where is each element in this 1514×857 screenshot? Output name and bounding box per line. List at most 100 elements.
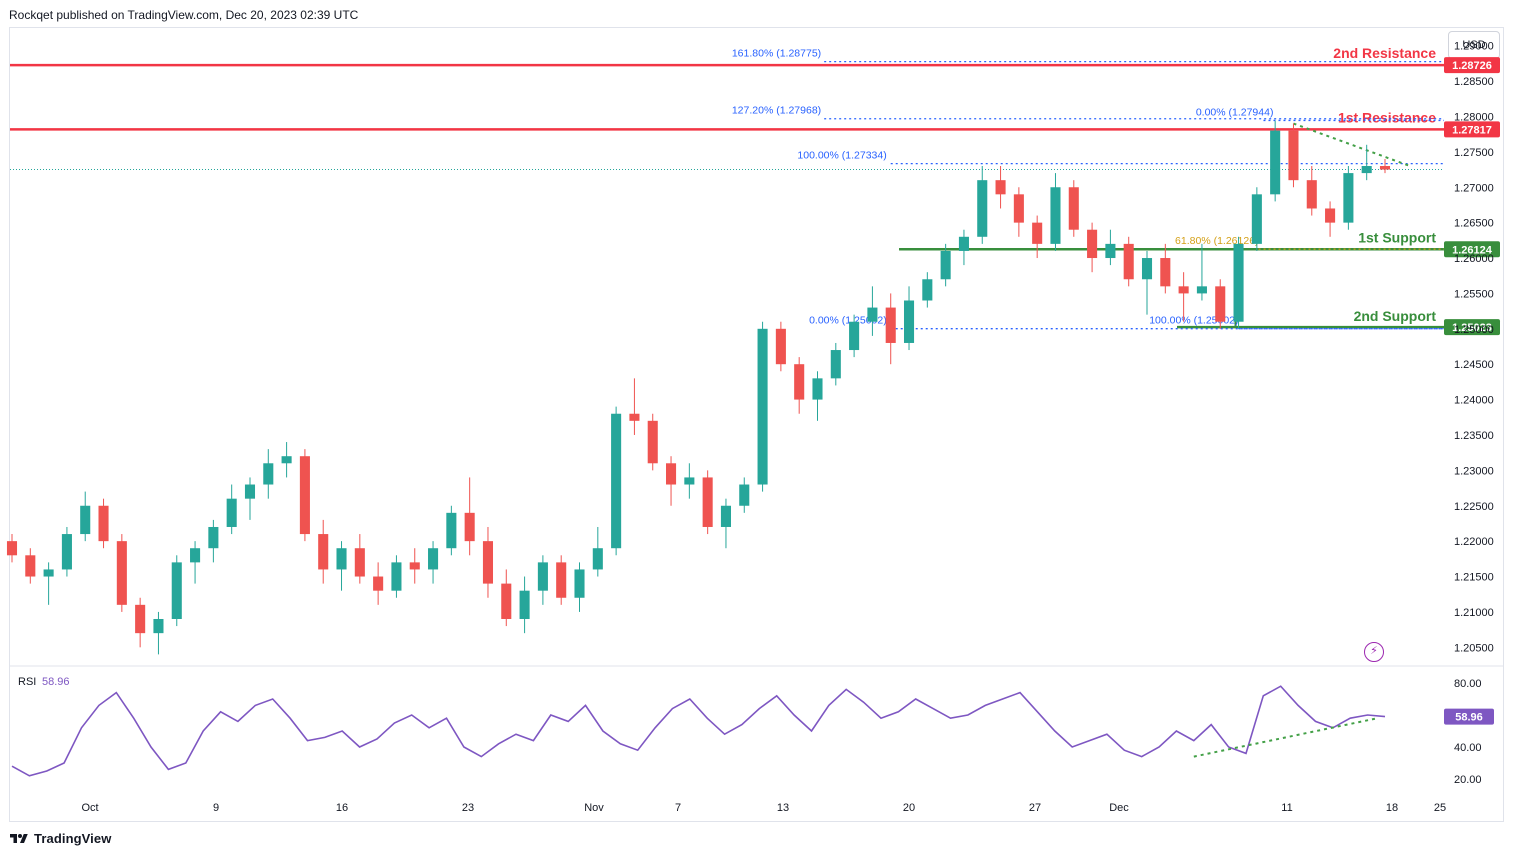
price-tick-label: 1.20500 (1454, 642, 1494, 654)
time-tick-label: Oct (81, 802, 98, 814)
rsi-value-tag-label: 58.96 (1455, 712, 1483, 724)
candle (684, 463, 695, 499)
candle (611, 406, 622, 556)
candle (1178, 272, 1189, 322)
candle-body (958, 236, 969, 251)
candle (958, 229, 969, 266)
candle (812, 371, 823, 421)
candle-body (592, 548, 603, 570)
candle (153, 611, 164, 655)
candle (1068, 180, 1079, 237)
candle (1288, 123, 1299, 188)
candle (226, 484, 237, 535)
candle-body (1233, 243, 1244, 322)
candle (519, 576, 530, 634)
candle-body (775, 328, 786, 365)
candle (1087, 222, 1098, 273)
rsi-tick-label: 40.00 (1454, 742, 1482, 754)
candle (1123, 236, 1134, 287)
candle-body (1087, 229, 1098, 259)
candle-body (977, 180, 988, 237)
resistance-level-label: 1st Resistance (1338, 109, 1436, 125)
candle (592, 526, 603, 577)
time-tick-label: 18 (1386, 802, 1398, 814)
candle-body (812, 378, 823, 400)
support-level-label: 1st Support (1358, 229, 1436, 245)
candle-body (1178, 286, 1189, 294)
candle (922, 272, 933, 308)
footer-brand: TradingView (34, 831, 112, 846)
price-tick-label: 1.25500 (1454, 288, 1494, 300)
rsi-line (11, 685, 1386, 777)
time-tick-label: 27 (1029, 802, 1041, 814)
candle (720, 498, 731, 549)
candle-body (720, 505, 731, 527)
candle (775, 321, 786, 372)
candle (1160, 243, 1171, 294)
candle (373, 562, 384, 605)
price-tag (1444, 319, 1500, 336)
price-tag (1444, 57, 1500, 74)
candle-body (1215, 286, 1226, 322)
candle-body (1343, 173, 1354, 223)
candle-body (739, 484, 750, 506)
candle-body (556, 562, 567, 598)
candle-body (1050, 187, 1061, 244)
candle (1343, 166, 1354, 230)
candle (409, 548, 420, 584)
price-tick-label: 1.21500 (1454, 572, 1494, 584)
candle-body (354, 548, 365, 577)
candle-body (6, 541, 18, 556)
candle (190, 541, 201, 584)
fib-level-label: 0.00% (1.27944) (1196, 106, 1274, 118)
tradingview-logo[interactable]: TradingView (9, 831, 111, 846)
candle (171, 555, 182, 627)
candle (1306, 166, 1317, 216)
candle-body (995, 180, 1006, 195)
candle (1215, 279, 1226, 329)
candle (1141, 250, 1153, 315)
price-tag-label: 1.25023 (1452, 322, 1492, 334)
candle-body (629, 413, 640, 421)
candle (629, 378, 640, 435)
candle-body (25, 555, 36, 577)
candle (940, 243, 951, 287)
candle-body (373, 576, 384, 591)
candle-body (226, 498, 237, 527)
candle (849, 314, 860, 358)
candle (830, 342, 841, 386)
price-tick-label: 1.24500 (1454, 359, 1494, 371)
resistance-level-label: 2nd Resistance (1333, 45, 1436, 61)
currency-button[interactable]: USD (1448, 31, 1500, 59)
candle-body (574, 569, 585, 598)
support-level-label: 2nd Support (1354, 308, 1437, 324)
candle (61, 526, 72, 577)
rsi-pane: RSI 58.96 80.00 40.00 20.00 58.96 (11, 676, 1494, 786)
candle (1013, 187, 1024, 237)
candle (482, 526, 494, 598)
candle (446, 505, 457, 556)
candle (391, 555, 402, 598)
candle (428, 541, 439, 584)
candle (885, 293, 896, 365)
candle (464, 477, 475, 556)
candle-body (903, 300, 915, 343)
candle-body (922, 279, 933, 301)
lightning-bolt-icon[interactable]: ⚡ (1364, 642, 1384, 662)
time-tick-label: 20 (903, 802, 915, 814)
candle-body (153, 618, 164, 634)
candle (281, 442, 292, 478)
candle-body (501, 583, 512, 619)
candle-body (611, 413, 622, 549)
candle (263, 449, 274, 499)
chart-frame (9, 27, 1504, 822)
price-tag (1444, 121, 1500, 138)
candle-body (263, 463, 274, 485)
candle (757, 321, 768, 492)
candle (739, 477, 750, 513)
fib-level-label: 100.00% (1.27334) (797, 150, 886, 162)
price-tag-label: 1.28726 (1452, 60, 1492, 72)
candle-body (1123, 243, 1134, 280)
candle-body (1141, 258, 1153, 280)
